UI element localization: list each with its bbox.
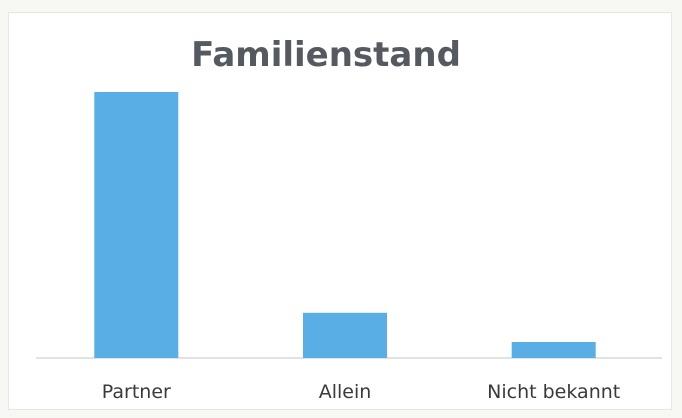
category-label-partner: Partner: [102, 381, 171, 403]
category-label-allein: Allein: [319, 381, 372, 403]
bar-nicht-bekannt: [511, 342, 596, 358]
chart-title: Familienstand: [191, 35, 461, 75]
bar-allein: [303, 312, 387, 358]
category-label-nicht-bekannt: Nicht bekannt: [487, 381, 620, 403]
category-labels-group: Partner Allein Nicht bekannt: [102, 381, 620, 403]
bar-partner: [94, 92, 179, 358]
bars-group: [94, 92, 596, 358]
